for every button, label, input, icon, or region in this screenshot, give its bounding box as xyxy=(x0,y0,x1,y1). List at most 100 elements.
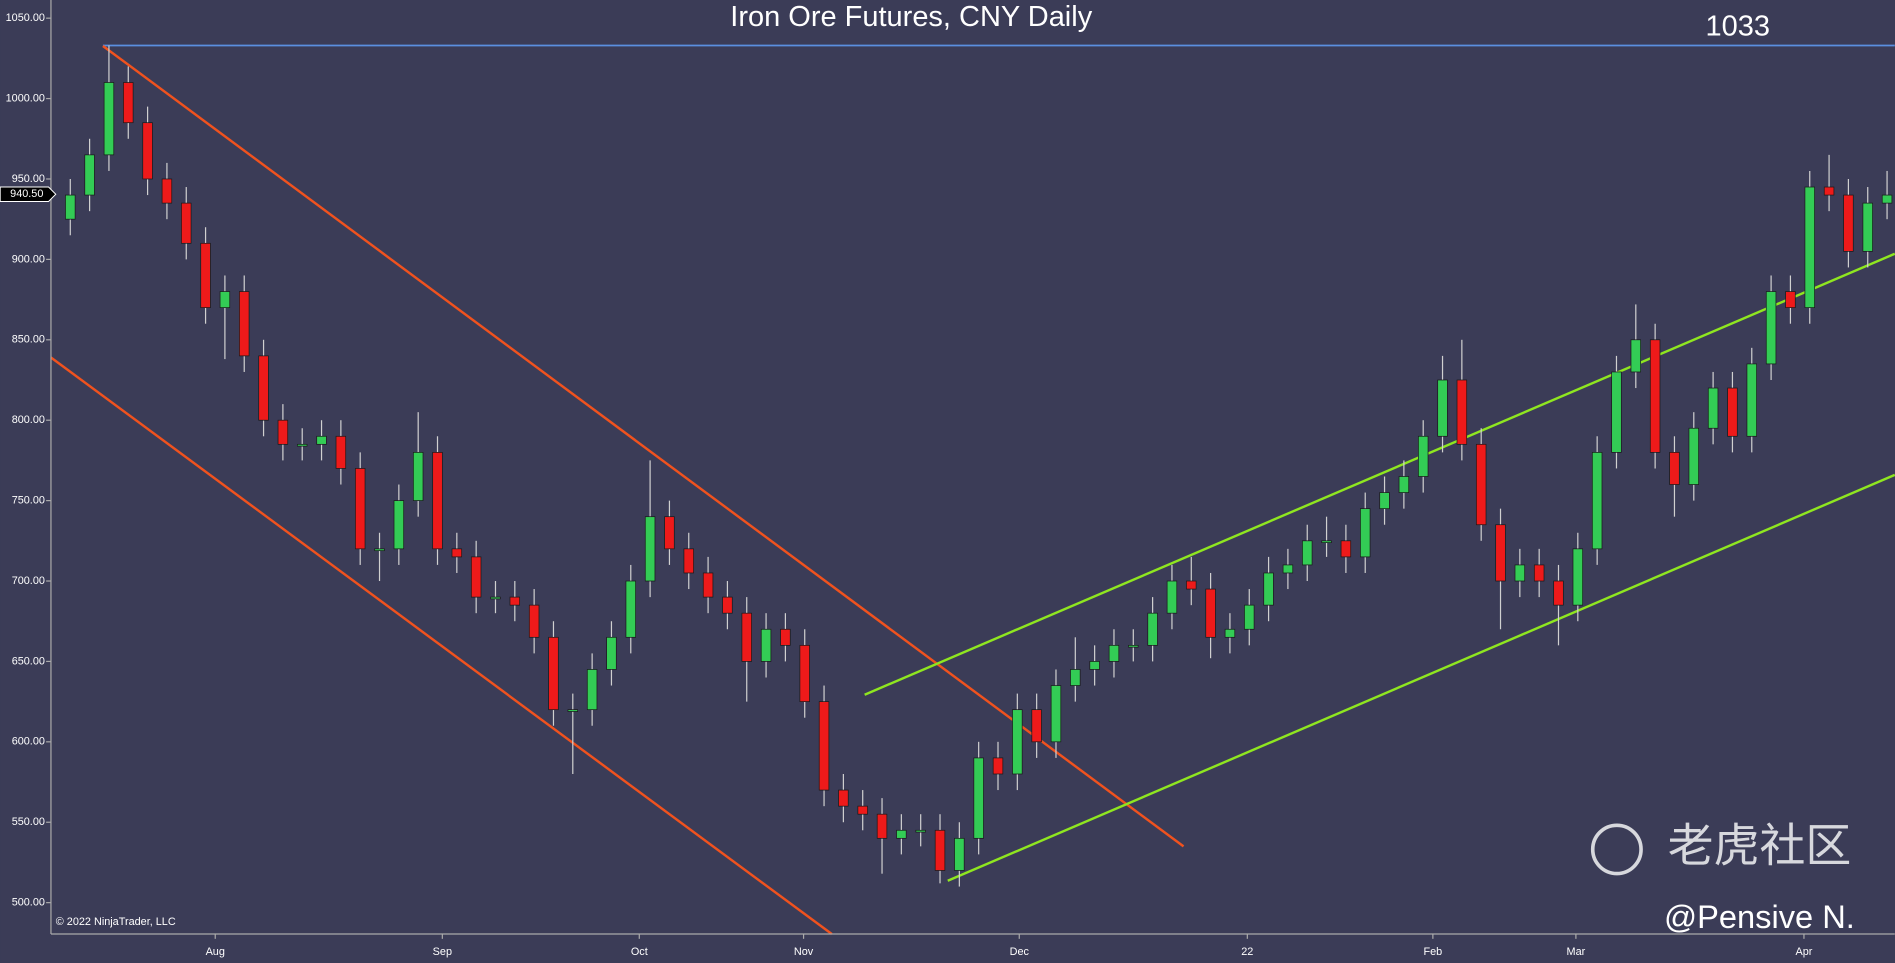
x-tick-label: 22 xyxy=(1241,946,1253,958)
candle-body xyxy=(451,548,463,558)
candle-body xyxy=(1495,524,1506,582)
candle-body xyxy=(1244,604,1255,630)
trend-line xyxy=(947,473,1895,882)
candle-body xyxy=(1862,202,1873,252)
candle-body xyxy=(1533,564,1545,582)
y-tick-label: 1050.00 xyxy=(6,12,45,24)
x-tick-label: Nov xyxy=(794,946,814,958)
author: @Pensive N. xyxy=(1664,898,1855,935)
copyright: © 2022 NinjaTrader, LLC xyxy=(56,916,176,928)
candle-body xyxy=(509,596,521,606)
candle-body xyxy=(1031,709,1042,743)
candle-body xyxy=(258,355,269,421)
candle-body xyxy=(1553,580,1564,606)
candle-body xyxy=(412,452,424,501)
y-tick-label: 850.00 xyxy=(12,334,45,346)
candle-body xyxy=(567,709,578,712)
candle-body xyxy=(625,580,636,638)
x-tick-label: Aug xyxy=(206,946,225,958)
candle-body xyxy=(722,596,733,614)
candle-body xyxy=(354,468,366,550)
candle-body xyxy=(1398,476,1410,493)
candle-body xyxy=(297,443,308,447)
y-tick-label: 500.00 xyxy=(12,897,45,909)
x-tick-label: Mar xyxy=(1567,946,1586,958)
candle-body xyxy=(277,419,289,445)
price-marker xyxy=(0,186,57,202)
candle-body xyxy=(1456,379,1468,445)
candle-body xyxy=(1611,371,1622,453)
candle-body xyxy=(1263,572,1274,606)
candle-body xyxy=(1321,540,1332,543)
candle-body xyxy=(934,829,946,871)
candle-body xyxy=(1881,194,1893,204)
candle-body xyxy=(915,829,926,833)
candle-body xyxy=(103,82,115,156)
candle-body xyxy=(432,452,443,550)
candle-body xyxy=(1727,387,1738,437)
candle-body xyxy=(838,789,849,807)
y-tick-label: 700.00 xyxy=(12,575,45,587)
x-tick-label: Oct xyxy=(631,946,648,958)
candle-body xyxy=(1804,186,1815,308)
y-tick-label: 650.00 xyxy=(12,655,45,667)
candle-body xyxy=(586,669,598,711)
y-tick-label: 600.00 xyxy=(12,736,45,748)
candle-body xyxy=(606,636,617,670)
plot-area xyxy=(50,44,1895,935)
candle-body xyxy=(954,837,965,871)
y-tick-label: 550.00 xyxy=(12,816,45,828)
candle-body xyxy=(818,701,830,791)
candle-body xyxy=(1128,644,1139,648)
candle-body xyxy=(992,757,1004,775)
candle-body xyxy=(799,644,810,702)
price-marker-label: 940.50 xyxy=(10,188,43,200)
candle-body xyxy=(1012,709,1023,775)
watermark-logo xyxy=(1590,823,1643,876)
candle-body xyxy=(181,202,192,244)
candle-body xyxy=(1108,644,1120,662)
candle-body xyxy=(664,516,675,550)
candle-body xyxy=(1823,186,1835,196)
candle-body xyxy=(1707,387,1719,429)
candle-body xyxy=(1089,661,1100,670)
trend-line xyxy=(102,45,1185,848)
candle-body xyxy=(1205,588,1216,638)
candle-body xyxy=(1360,508,1371,558)
candle-body xyxy=(1282,564,1294,574)
candle-body xyxy=(857,805,868,815)
candle-body xyxy=(1746,363,1757,437)
candle-body xyxy=(1669,452,1680,485)
candle-body xyxy=(644,516,656,582)
candle-body xyxy=(84,154,95,196)
candle-body xyxy=(702,572,714,598)
candle-body xyxy=(973,757,984,839)
candle-body xyxy=(876,813,888,839)
candle-body xyxy=(490,596,501,600)
candle-body xyxy=(683,548,694,574)
candle-body xyxy=(123,82,134,124)
candle-body xyxy=(200,242,211,308)
candle-body xyxy=(1302,540,1313,566)
candle-body xyxy=(528,604,540,638)
candle-body xyxy=(470,556,482,598)
trend-line xyxy=(50,356,833,935)
y-tick-label: 950.00 xyxy=(12,173,45,185)
candle-body xyxy=(780,628,791,646)
candle-body xyxy=(316,435,327,445)
candle-body xyxy=(239,291,250,357)
trend-line xyxy=(864,252,1895,696)
candle-body xyxy=(1649,339,1661,453)
candle-body xyxy=(1514,564,1526,582)
chart-title: Iron Ore Futures, CNY Daily xyxy=(730,1,1092,33)
candle-body xyxy=(142,122,153,180)
y-tick-label: 1000.00 xyxy=(6,92,45,104)
candle-body xyxy=(1688,427,1699,485)
x-tick-label: Sep xyxy=(433,946,452,958)
candle-body xyxy=(1379,492,1390,510)
candle-body xyxy=(896,829,907,839)
candle-body xyxy=(1418,435,1429,477)
y-tick-label: 800.00 xyxy=(12,414,45,426)
